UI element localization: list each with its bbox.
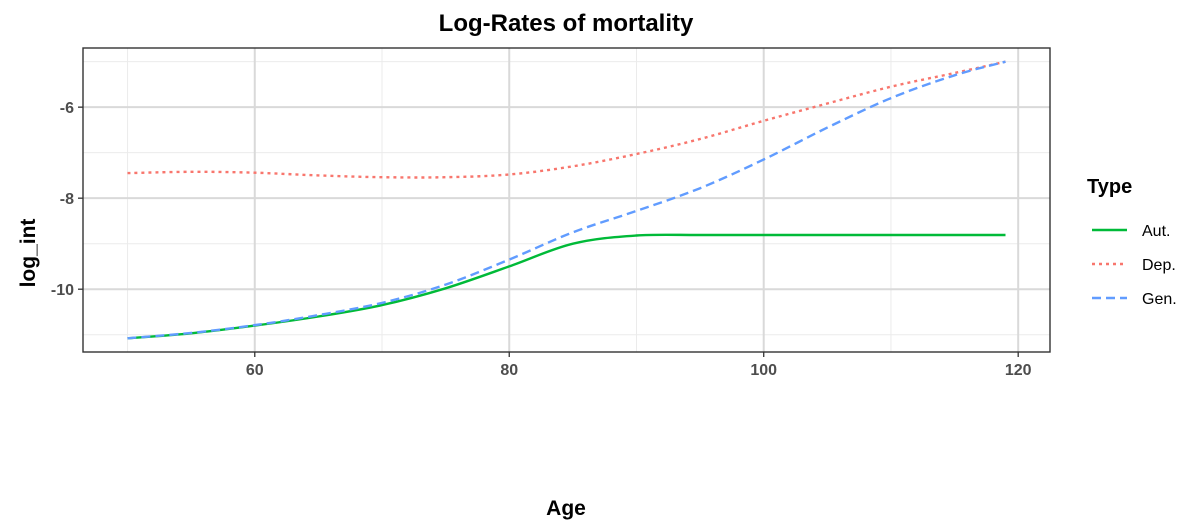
series-lines bbox=[127, 60, 1006, 340]
series-line-aut bbox=[127, 233, 1006, 340]
plot-panel-border bbox=[82, 47, 1051, 353]
series-line-gen bbox=[127, 60, 1006, 340]
x-tick-label: 120 bbox=[1005, 362, 1032, 379]
y-axis-title: log_int bbox=[17, 219, 40, 288]
y-tick-label: -8 bbox=[60, 191, 74, 208]
legend-title: Type bbox=[1087, 176, 1132, 198]
y-axis-ticks: -10 -8 -6 bbox=[51, 100, 83, 299]
series-line-dep bbox=[127, 60, 1006, 179]
x-axis-ticks: 60 80 100 120 bbox=[246, 352, 1032, 379]
legend-label: Dep. bbox=[1142, 257, 1176, 274]
y-tick-label: -10 bbox=[51, 282, 74, 299]
minor-grid bbox=[83, 48, 1050, 352]
x-tick-label: 80 bbox=[500, 362, 518, 379]
x-tick-label: 100 bbox=[750, 362, 777, 379]
major-grid bbox=[83, 48, 1050, 352]
y-tick-label: -6 bbox=[60, 100, 74, 117]
chart-title: Log-Rates of mortality bbox=[439, 10, 694, 37]
x-tick-label: 60 bbox=[246, 362, 264, 379]
legend-label: Aut. bbox=[1142, 223, 1170, 240]
legend-label: Gen. bbox=[1142, 291, 1177, 308]
legend: Type Aut. Dep. Gen. bbox=[1087, 176, 1177, 308]
x-axis-title: Age bbox=[546, 497, 586, 520]
